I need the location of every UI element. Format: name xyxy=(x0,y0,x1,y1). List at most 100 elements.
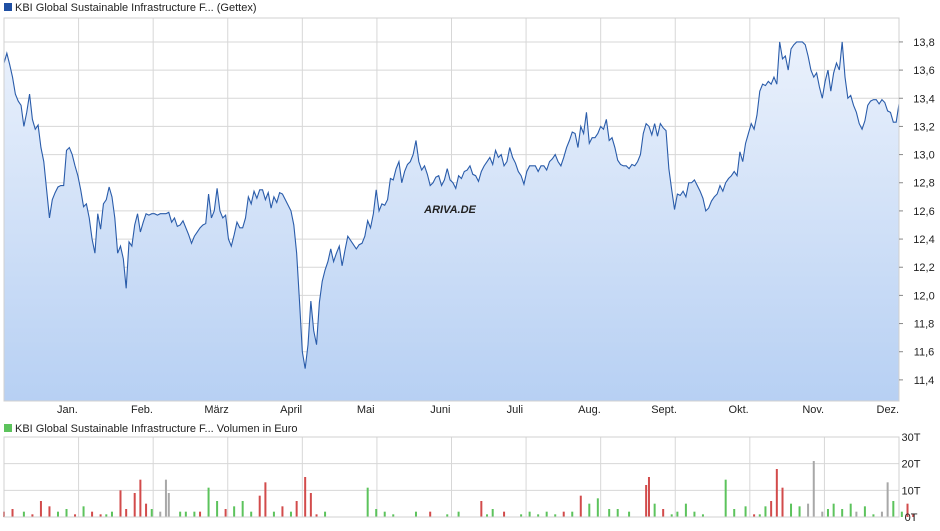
volume-bar xyxy=(807,503,810,517)
volume-bar xyxy=(775,469,778,517)
volume-bar xyxy=(554,514,557,517)
volume-bar xyxy=(216,501,219,517)
volume-bar xyxy=(39,501,42,517)
volume-bar xyxy=(684,503,687,517)
volume-bar xyxy=(863,506,866,517)
volume-bar xyxy=(289,511,292,517)
volume-bar xyxy=(199,511,202,517)
volume-bar xyxy=(906,503,909,517)
price-y-axis: 13,8 13,6 13,4 13,2 13,0 12,8 12,6 12,4 12,2 12,0… xyxy=(899,37,935,387)
volume-bar xyxy=(82,506,85,517)
price-line xyxy=(3,41,900,369)
volume-bar xyxy=(480,501,483,517)
volume-bar xyxy=(886,482,889,517)
volume-bar xyxy=(224,509,227,517)
volume-bar xyxy=(596,498,599,517)
price-x-tick-label: Juli xyxy=(507,404,524,416)
volume-bar xyxy=(446,514,449,517)
volume-bar xyxy=(892,501,895,517)
volume-bar xyxy=(366,487,369,517)
price-y-tick-label: 13,6 xyxy=(913,65,934,77)
volume-bar xyxy=(520,514,523,517)
volume-bar xyxy=(133,493,136,517)
volume-bar xyxy=(65,509,68,517)
volume-bar xyxy=(645,485,648,517)
volume-y-tick-label: 0T xyxy=(905,512,918,524)
volume-bar xyxy=(826,509,829,517)
volume-bar xyxy=(880,511,883,517)
volume-bar xyxy=(457,511,460,517)
volume-bar xyxy=(770,501,773,517)
volume-bar xyxy=(545,511,548,517)
volume-bar xyxy=(99,514,102,517)
volume-bar xyxy=(744,506,747,517)
volume-bar xyxy=(701,514,704,517)
volume-bar xyxy=(579,495,582,517)
price-x-tick-label: Juni xyxy=(430,404,450,416)
price-x-tick-label: Mai xyxy=(357,404,375,416)
volume-bar xyxy=(855,511,858,517)
volume-bar xyxy=(812,461,815,517)
volume-bar xyxy=(528,511,531,517)
volume-bar xyxy=(608,509,611,517)
volume-bar xyxy=(758,514,761,517)
volume-bar xyxy=(503,511,506,517)
volume-bar xyxy=(184,511,187,517)
price-x-tick-label: Feb. xyxy=(131,404,153,416)
volume-bar xyxy=(119,490,122,517)
volume-bar xyxy=(110,511,113,517)
volume-bar xyxy=(670,514,673,517)
watermark-logo: ARIVA.DE xyxy=(423,204,476,216)
price-x-tick-label: März xyxy=(204,404,228,416)
volume-bar xyxy=(304,477,307,517)
price-y-tick-label: 12,4 xyxy=(913,234,934,246)
volume-bar xyxy=(125,509,128,517)
volume-bar xyxy=(91,511,94,517)
price-plot-frame xyxy=(3,17,900,402)
volume-bar xyxy=(150,509,153,517)
volume-bar xyxy=(798,506,801,517)
price-y-tick-label: 12,0 xyxy=(913,290,934,302)
volume-bar xyxy=(315,514,318,517)
price-y-tick-label: 12,6 xyxy=(913,206,934,218)
volume-bar xyxy=(207,487,210,517)
price-y-tick-label: 11,8 xyxy=(914,319,935,331)
price-x-tick-label: April xyxy=(280,404,302,416)
price-x-tick-label: Dez. xyxy=(877,404,900,416)
volume-bar xyxy=(193,511,196,517)
volume-bar xyxy=(662,509,665,517)
volume-bar xyxy=(628,511,631,517)
volume-grid xyxy=(4,436,900,518)
volume-bar xyxy=(491,509,494,517)
volume-bar xyxy=(849,503,852,517)
volume-bar xyxy=(145,503,148,517)
price-area xyxy=(4,41,899,401)
volume-bar xyxy=(159,511,162,517)
volume-bar xyxy=(324,511,327,517)
volume-y-axis: 30T 20T 10T 0T xyxy=(902,432,921,524)
volume-bar xyxy=(790,503,793,517)
volume-bar xyxy=(264,482,267,517)
volume-bar xyxy=(653,503,656,517)
volume-bar xyxy=(693,511,696,517)
volume-bar xyxy=(832,503,835,517)
volume-bar xyxy=(22,511,25,517)
price-x-tick-label: Jan. xyxy=(57,404,78,416)
volume-bar xyxy=(429,511,432,517)
volume-bar xyxy=(676,511,679,517)
volume-bar xyxy=(383,511,386,517)
volume-bar xyxy=(872,514,875,517)
volume-y-tick-label: 10T xyxy=(902,485,921,497)
volume-bar xyxy=(841,509,844,517)
volume-legend-swatch xyxy=(4,424,12,432)
volume-bar xyxy=(781,487,784,517)
volume-bar xyxy=(821,511,824,517)
volume-bar xyxy=(375,509,378,517)
price-x-tick-label: Aug. xyxy=(578,404,601,416)
price-x-tick-label: Okt. xyxy=(729,404,749,416)
volume-bar xyxy=(537,514,540,517)
price-y-tick-label: 11,6 xyxy=(914,347,935,359)
price-y-tick-label: 13,8 xyxy=(913,37,934,49)
volume-bar xyxy=(56,511,59,517)
